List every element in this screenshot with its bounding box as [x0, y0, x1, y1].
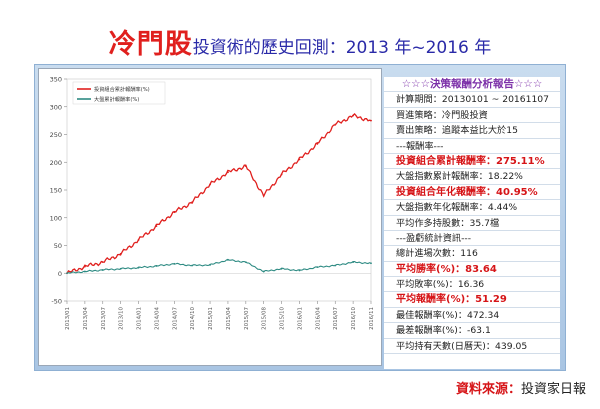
x-tick-label: 2013/01	[65, 307, 71, 330]
y-tick-label: 0	[58, 270, 62, 278]
data-point-portfolio	[191, 201, 194, 204]
data-point-portfolio	[316, 143, 319, 145]
data-source: 資料來源：投資家日報	[456, 378, 586, 397]
y-tick-label: 250	[50, 131, 62, 139]
data-point-portfolio	[83, 265, 86, 268]
data-point-index	[280, 267, 283, 270]
report-row-highlight: 平均報酬率(%)：51.29	[384, 292, 560, 308]
report-row-highlight: 投資組合累計報酬率：275.11%	[384, 154, 560, 170]
x-tick-label: 2015/07	[244, 307, 250, 330]
y-tick-label: 300	[50, 103, 62, 111]
title-main: 冷門股	[108, 29, 193, 60]
data-point-portfolio	[352, 114, 355, 117]
data-point-portfolio	[370, 119, 372, 122]
data-point-index	[155, 265, 158, 267]
x-tick-label: 2014/07	[172, 307, 178, 330]
report-row: 平均敗率(%)：16.36	[384, 277, 560, 293]
data-point-portfolio	[137, 239, 140, 241]
data-point-portfolio	[155, 225, 158, 227]
x-tick-label: 2014/04	[154, 307, 160, 330]
data-point-index	[137, 266, 140, 269]
report-heading: ☆☆☆決策報酬分析報告☆☆☆	[384, 77, 560, 93]
report-row: 賣出策略：追蹤本益比大於15	[384, 123, 560, 139]
report-row: 計算期間：20130101 ~ 20161107	[384, 92, 560, 108]
data-point-index	[83, 270, 86, 273]
data-point-index	[352, 261, 355, 264]
x-tick-label: 2013/07	[101, 307, 107, 330]
data-point-portfolio	[101, 261, 104, 264]
x-tick-label: 2015/08	[262, 307, 268, 330]
report-row-highlight: 平均勝率(%)：83.64	[384, 262, 560, 278]
report-table: ☆☆☆決策報酬分析報告☆☆☆ 計算期間：20130101 ~ 20161107 買進…	[384, 77, 560, 369]
data-point-portfolio	[209, 183, 211, 186]
data-point-portfolio	[298, 158, 301, 161]
data-point-index	[227, 259, 229, 261]
x-tick-label: 2016/07	[333, 307, 339, 330]
title-sub: 投資術的歷史回測：2013 年~2016 年	[192, 38, 492, 58]
chart-container: -50 0 50 100 150 200 250 300 350 2013/01 2013/04 20…	[38, 68, 382, 366]
report-row-highlight: 投資組合年化報酬率：40.95%	[384, 185, 560, 201]
y-tick-label: -50	[51, 298, 62, 306]
report-row: 平均作多持股數：35.7檔	[384, 216, 560, 231]
data-point-portfolio	[280, 173, 283, 176]
y-tick-label: 100	[50, 214, 62, 222]
legend-label: 大盤累計報酬率(%)	[94, 95, 139, 103]
x-tick-label: 2016/04	[315, 307, 321, 330]
y-tick-label: 200	[50, 159, 62, 167]
data-point-index	[262, 270, 265, 273]
source-label: 資料來源：	[455, 382, 521, 397]
data-point-index	[66, 272, 68, 275]
report-row: 買進策略：冷門股投資	[384, 108, 560, 124]
y-tick-label: 150	[50, 187, 62, 195]
source-name: 投資家日報	[520, 382, 586, 397]
report-row: 最差報酬率(%)：-63.1	[384, 323, 560, 339]
report-row: 最佳報酬率(%)：472.34	[384, 308, 560, 324]
legend-box	[72, 81, 166, 105]
plot-area	[66, 78, 372, 302]
y-tick-label: 350	[50, 76, 62, 84]
report-row: 大盤指數累計報酬率：18.22%	[384, 169, 560, 185]
x-tick-label: 2013/10	[119, 307, 125, 330]
x-tick-label: 2015/10	[280, 307, 286, 330]
legend-label: 投資組合累計報酬率(%)	[94, 85, 150, 93]
data-point-index	[316, 266, 319, 269]
x-tick-label: 2016/10	[351, 307, 357, 330]
data-point-index	[119, 267, 122, 270]
data-point-portfolio	[173, 211, 176, 214]
x-tick-label: 2016/01	[297, 307, 303, 330]
x-tick-label: 2015/01	[208, 307, 214, 330]
x-tick-label: 2015/04	[226, 307, 232, 330]
data-point-index	[173, 262, 176, 265]
data-point-portfolio	[227, 171, 229, 174]
y-tick-label: 50	[54, 242, 62, 250]
data-point-index	[370, 262, 372, 265]
data-point-portfolio	[119, 252, 122, 255]
series-line-portfolio	[66, 112, 372, 274]
x-tick-label: 2014/01	[137, 307, 143, 330]
data-point-index	[244, 261, 247, 264]
data-point-index	[209, 264, 211, 266]
cumulative-return-chart: -50 0 50 100 150 200 250 300 350 2013/01 2013/04 20…	[50, 76, 375, 330]
series-line-index	[66, 258, 372, 274]
data-point-index	[191, 264, 194, 267]
data-point-portfolio	[244, 165, 247, 168]
x-tick-label: 2016/11	[369, 307, 375, 330]
data-point-index	[298, 269, 301, 272]
data-point-index	[101, 269, 104, 271]
report-row: 大盤指數年化報酬率：4.44%	[384, 200, 560, 216]
data-point-index	[334, 264, 337, 267]
x-tick-label: 2013/04	[83, 307, 89, 330]
data-point-portfolio	[262, 194, 265, 197]
data-point-portfolio	[334, 123, 337, 126]
x-tick-label: 2014/10	[190, 307, 196, 330]
report-row: ---盈虧統計資訊---	[384, 231, 560, 247]
report-row: ---報酬率---	[384, 139, 560, 154]
page-title: 冷門股投資術的歷史回測：2013 年~2016 年	[0, 22, 600, 61]
report-row: 平均持有天數(日曆天)：439.05	[384, 339, 560, 355]
report-row: 總計進場次數：116	[384, 246, 560, 262]
